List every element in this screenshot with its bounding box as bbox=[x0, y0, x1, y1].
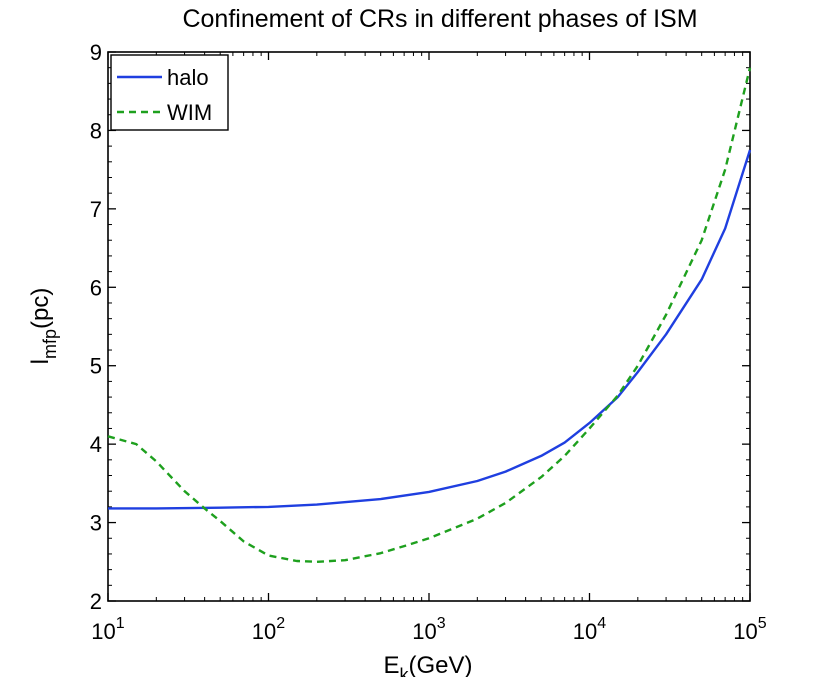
x-tick-label-exponent: 2 bbox=[276, 615, 285, 632]
x-axis-title-rest: (GeV) bbox=[409, 652, 473, 677]
y-tick-label: 6 bbox=[90, 275, 102, 300]
x-tick-label-exponent: 4 bbox=[597, 615, 606, 632]
x-tick-label-base: 10 bbox=[733, 619, 757, 644]
series-layer bbox=[107, 67, 752, 563]
y-tick-labels: 2 3 4 5 6 7 8 9 bbox=[90, 40, 102, 614]
y-tick-label: 5 bbox=[90, 354, 102, 379]
legend-label-halo: halo bbox=[167, 65, 209, 90]
x-tick-label-exponent: 3 bbox=[437, 615, 446, 632]
series-line-halo bbox=[108, 149, 752, 510]
y-axis-title: lmfp(pc) bbox=[27, 288, 60, 365]
x-tick-label-base: 10 bbox=[252, 619, 276, 644]
plot-area bbox=[107, 51, 751, 602]
chart-title: Confinement of CRs in different phases o… bbox=[182, 5, 697, 33]
legend-box bbox=[110, 54, 229, 131]
x-tick-label-base: 10 bbox=[412, 619, 436, 644]
x-tick-label: 104 bbox=[573, 615, 606, 644]
x-tick-label: 101 bbox=[91, 615, 124, 644]
y-tick-label: 4 bbox=[90, 432, 102, 457]
x-axis-title-sub: k bbox=[400, 665, 410, 677]
y-axis-title-sub: mfp bbox=[40, 329, 60, 359]
x-tick-label-base: 10 bbox=[573, 619, 597, 644]
x-tick-label-exponent: 1 bbox=[116, 615, 125, 632]
x-tick-label-exponent: 5 bbox=[758, 615, 767, 632]
y-tick-label: 9 bbox=[90, 40, 102, 65]
y-tick-label: 3 bbox=[90, 511, 102, 536]
legend-label-wim: WIM bbox=[167, 100, 212, 125]
x-tick-label: 105 bbox=[733, 615, 766, 644]
x-tick-label-base: 10 bbox=[91, 619, 115, 644]
x-tick-label: 103 bbox=[412, 615, 445, 644]
y-tick-label: 2 bbox=[90, 589, 102, 614]
legend: halo WIM bbox=[110, 54, 229, 131]
y-axis-title-base: l bbox=[27, 359, 54, 364]
x-axis-title-base: E bbox=[383, 652, 399, 677]
y-tick-label: 7 bbox=[90, 197, 102, 222]
series-line-wim bbox=[107, 67, 752, 563]
y-axis-title-rest: (pc) bbox=[27, 288, 54, 329]
x-axis-title: Ek(GeV) bbox=[383, 652, 472, 677]
major-ticks bbox=[107, 51, 751, 602]
y-tick-label: 8 bbox=[90, 118, 102, 143]
x-tick-labels: 101 102 103 104 105 bbox=[91, 615, 766, 644]
x-tick-label: 102 bbox=[252, 615, 285, 644]
